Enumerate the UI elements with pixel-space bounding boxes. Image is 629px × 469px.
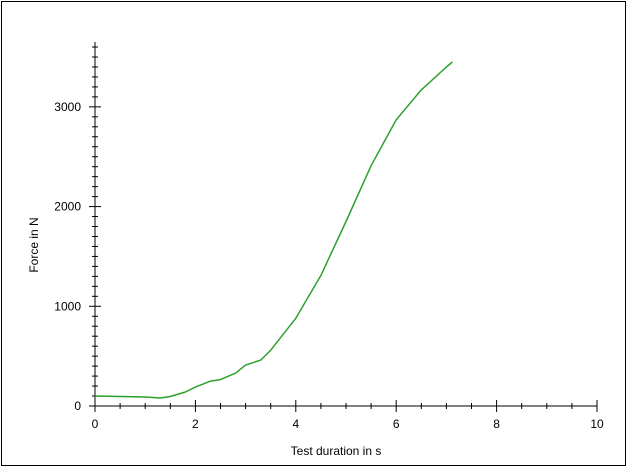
x-tick-label: 4	[292, 417, 299, 431]
y-axis-title: Force in N	[27, 217, 41, 272]
y-tick-label: 2000	[54, 200, 81, 214]
x-tick-label: 10	[590, 417, 604, 431]
y-tick-label: 0	[74, 399, 81, 413]
x-axis-title: Test duration in s	[291, 444, 382, 458]
x-tick-label: 6	[393, 417, 400, 431]
x-tick-label: 2	[192, 417, 199, 431]
force-series-line	[94, 61, 453, 399]
y-tick-label: 3000	[54, 100, 81, 114]
x-tick-label: 0	[92, 417, 99, 431]
x-tick-label: 8	[493, 417, 500, 431]
y-tick-label: 1000	[54, 299, 81, 313]
